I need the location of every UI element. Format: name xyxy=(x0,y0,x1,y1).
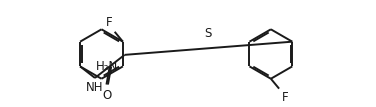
Text: H₂N: H₂N xyxy=(96,60,118,73)
Text: NH: NH xyxy=(86,81,104,94)
Text: O: O xyxy=(103,89,112,102)
Text: F: F xyxy=(282,91,288,104)
Text: S: S xyxy=(205,27,212,40)
Text: F: F xyxy=(106,16,112,29)
